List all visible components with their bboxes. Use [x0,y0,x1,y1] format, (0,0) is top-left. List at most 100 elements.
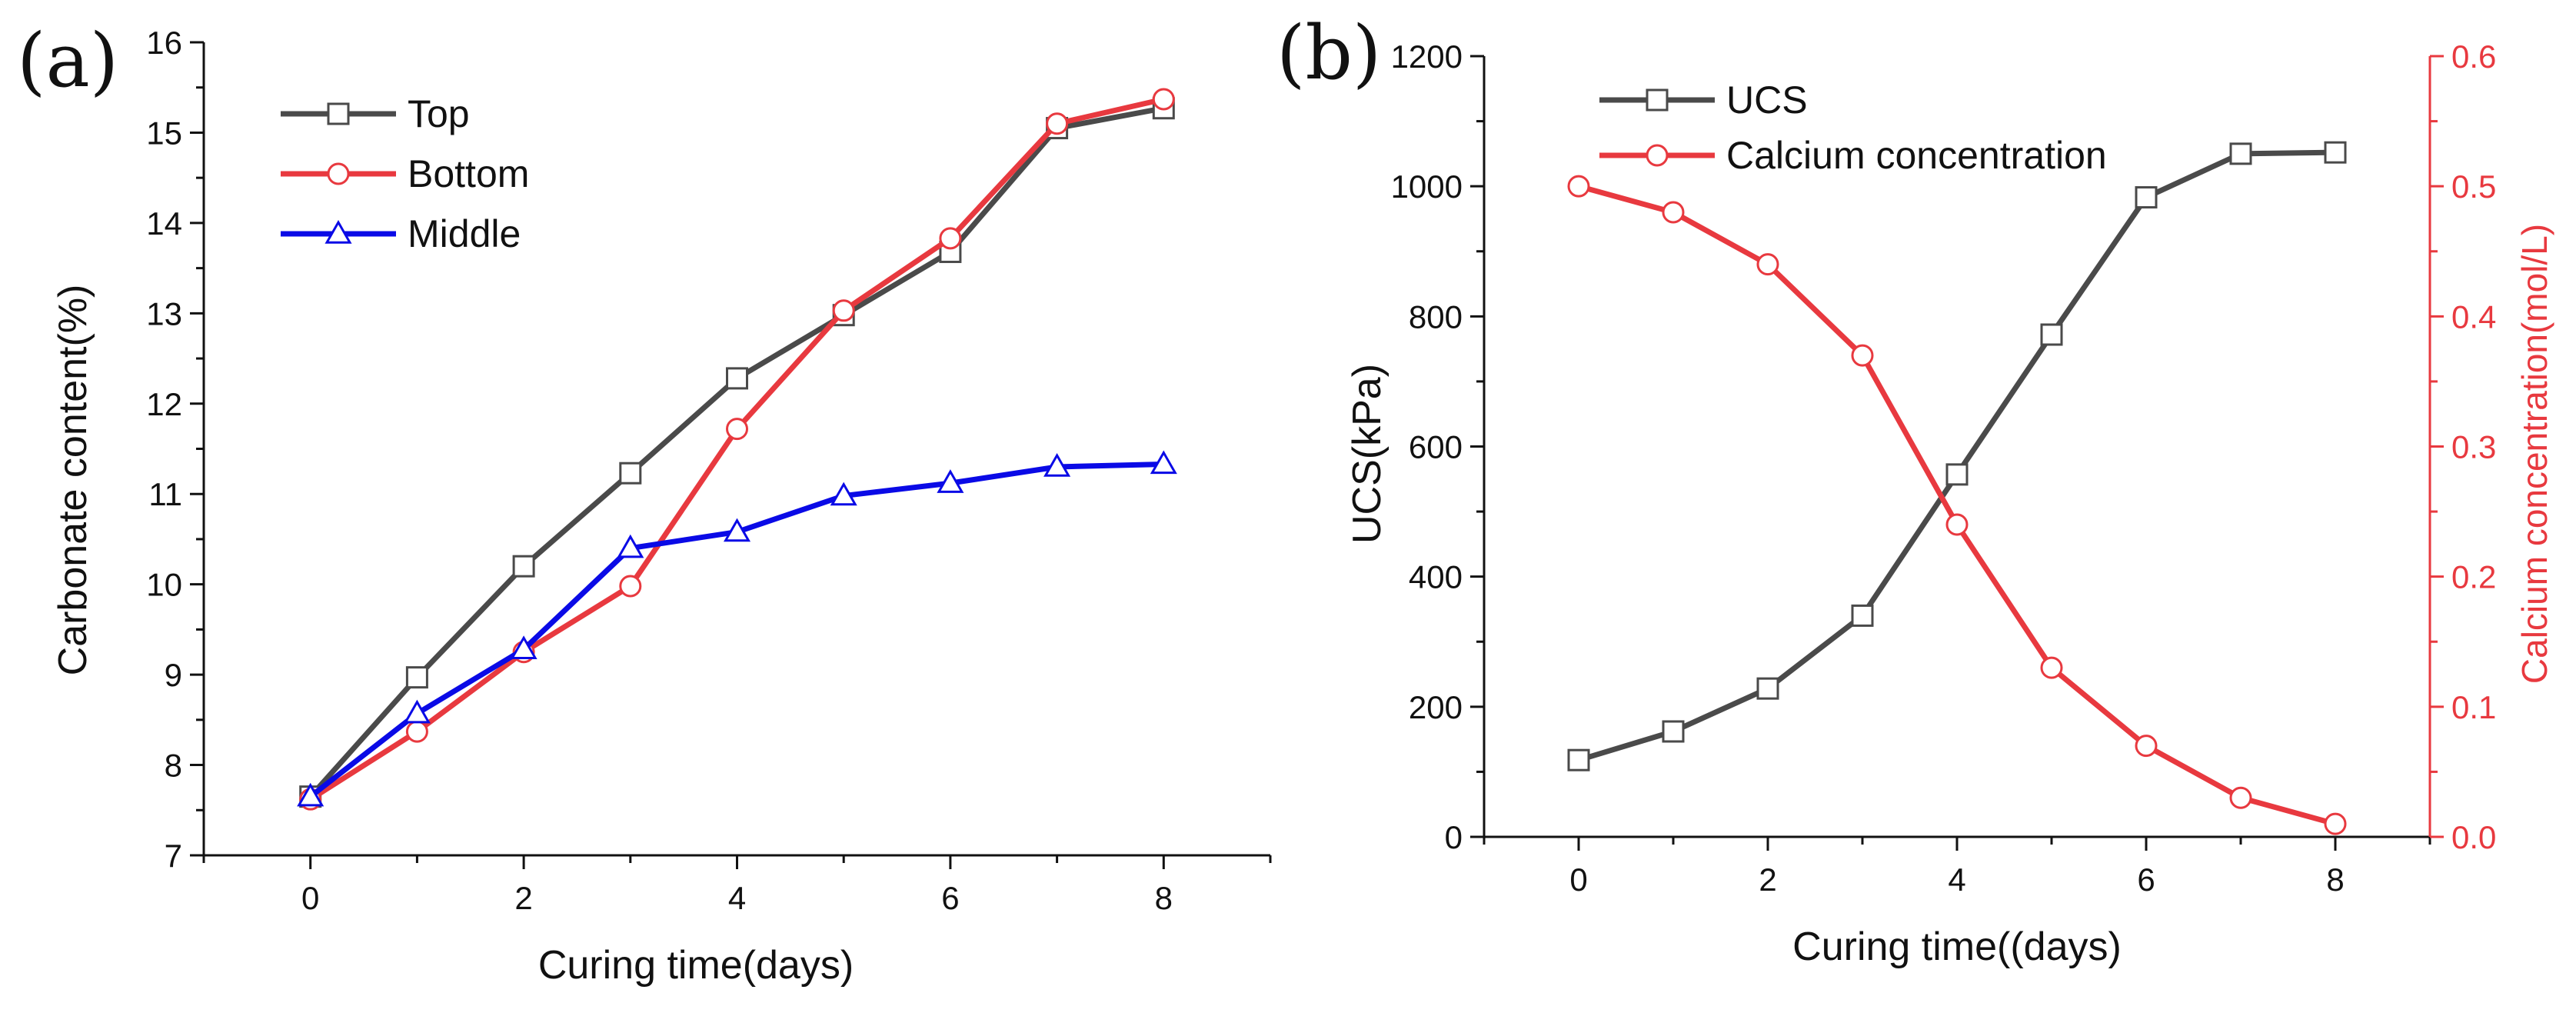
chart-a-xlabel: Curing time(days) [538,943,854,988]
chart-a-legend-marker [327,162,350,185]
chart-a-data-point [619,575,642,598]
chart-b-y2-tick-label: 0.5 [2451,168,2496,205]
chart-a-y-tick-label: 9 [165,657,182,693]
chart-b-y2-tick-label: 0.3 [2451,429,2496,465]
chart-a-x-tick-label: 4 [728,880,746,916]
chart-a-legend-label: Top [408,92,470,135]
chart-b-legend-marker [1646,88,1669,112]
chart-a-y-tick-label: 11 [148,476,182,512]
chart-a-data-point [297,782,324,807]
chart-a-data-point [830,482,857,506]
chart-a-legend-label: Bottom [408,152,529,195]
panel-label-a: (a) [17,18,118,104]
chart-b-data-point [2135,186,2158,209]
panel-label-b: (b) [1276,10,1381,96]
chart-b-series-line-calcium-concentration [1578,183,2336,827]
chart-b-data-point [1851,344,1874,367]
chart-a-axes: 0 2 4 6 8 7 8 9 10 11 12 13 14 15 16 [146,25,1272,916]
chart-a-x-tick-label: 6 [941,880,959,916]
chart-b-y2label: Calcium concentration(mol/L) [2514,224,2554,684]
chart-a-y-tick-label: 8 [165,748,182,784]
chart-b-y-tick-label: 800 [1409,298,1463,335]
chart-a-series [297,88,1177,811]
chart-a-data-point [723,518,751,542]
chart-b-series-line-ucs [1577,149,2336,763]
chart-a-y-tick-label: 14 [146,205,182,242]
chart-b-data-point [2135,735,2158,758]
chart-b-axes: 0 2 4 6 8 0 200 400 600 800 1000 1200 0.0 0.1 0.2 0.3 0.… [1391,38,2497,898]
chart-b-ylabel: UCS(kPa) [1345,364,1390,544]
chart-b-y-tick-label: 400 [1409,559,1463,595]
chart-a-data-point [1043,453,1071,477]
chart-a-legend-label: Middle [408,212,521,255]
chart-b-data-point [2324,141,2347,164]
chart-b-data-point [1662,720,1685,743]
chart-a-series-line-bottom [308,96,1165,802]
chart-b-data-point [2229,786,2252,809]
chart-a-data-point [510,635,537,659]
chart-a-y-tick-label: 16 [146,25,182,61]
chart-panel-b: (b) 0 2 4 6 80200400600800100012000.00.10.20… [1276,10,2554,969]
chart-b-data-point [1851,604,1874,627]
chart-a-y-tick-label: 10 [146,567,182,603]
chart-b-data-point [1756,677,1779,700]
chart-b-y-tick-label: 200 [1409,689,1463,725]
chart-b-data-point [1756,253,1779,276]
chart-b-data-point [1567,175,1590,198]
chart-a-data-point [726,367,748,390]
chart-a-y-tick-label: 15 [146,115,182,151]
chart-b-data-point [1567,748,1590,771]
chart-a-data-point [832,299,855,322]
chart-a-legend: Top Bottom Middle [281,92,529,255]
chart-b-data-point [2040,323,2063,346]
chart-a-x-tick-label: 0 [301,880,319,916]
chart-b-legend: UCS Calcium concentration [1599,78,2107,177]
chart-b-data-point [1945,463,1969,486]
chart-a-y-tick-label: 13 [146,295,182,332]
chart-b-x-tick-label: 8 [2326,861,2344,898]
chart-b-legend-label: Calcium concentration [1726,134,2107,177]
chart-b-y2-tick-label: 0.4 [2451,298,2496,335]
chart-b-y-tick-label: 1200 [1391,38,1463,75]
chart-a-data-point [405,666,428,689]
chart-a-data-point [1152,88,1175,111]
chart-a-x-tick-label: 2 [514,880,532,916]
chart-panel-a: (a) 0 2 4 6 8 7 8 9 10 11 12 13 14 15 16 Curing time(d… [17,18,1272,988]
chart-a-x-tick-label: 8 [1155,880,1173,916]
chart-b-y2-tick-label: 0.6 [2451,38,2496,75]
chart-b-xlabel: Curing time((days) [1792,925,2122,969]
chart-a-data-point [937,469,964,493]
chart-a-data-point [619,462,642,485]
chart-b-y-tick-label: 600 [1409,429,1463,465]
chart-b-y2-tick-label: 0.0 [2451,819,2496,855]
chart-a-data-point [617,534,644,558]
chart-b-x-tick-label: 0 [1569,861,1587,898]
chart-b-data-point [2229,142,2252,165]
chart-a-series-line-middle [308,461,1164,799]
chart-b-y-tick-label: 0 [1445,819,1463,855]
chart-a-data-point [726,418,748,441]
chart-b-data-point [2324,812,2347,835]
chart-a-data-point [1046,112,1069,135]
chart-b-data-point [2040,656,2063,679]
chart-a-y-tick-label: 12 [146,386,182,422]
chart-b-y2-tick-label: 0.1 [2451,689,2496,725]
chart-b-y-tick-label: 1000 [1391,168,1463,205]
chart-b-x-tick-label: 4 [1948,861,1965,898]
chart-b-x-tick-label: 6 [2137,861,2155,898]
chart-a-legend-marker [327,102,350,125]
chart-a-series-line-top [308,105,1164,798]
chart-a-data-point [405,720,428,743]
chart-a-data-point [1150,450,1177,475]
chart-b-y2-tick-label: 0.2 [2451,559,2496,595]
chart-a-y-tick-label: 7 [165,838,182,874]
chart-b-legend-label: UCS [1726,78,1808,122]
chart-a-ylabel: Carbonate content(%) [51,285,95,676]
chart-b-legend-marker [1646,144,1669,167]
chart-b-data-point [1662,201,1685,224]
chart-a-legend-marker [324,220,352,244]
chart-b-x-tick-label: 2 [1759,861,1776,898]
chart-a-data-point [512,555,535,578]
chart-a-data-point [939,227,962,250]
